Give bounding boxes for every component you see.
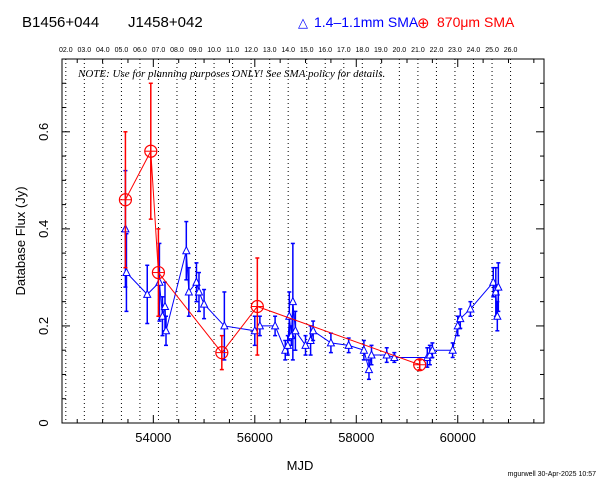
top-axis-tick-label: 05.0 (115, 47, 129, 54)
data-point-triangle (181, 245, 191, 255)
legend: △ 1.4–1.1mm SMA ⊕ 870μm SMA (298, 14, 515, 32)
data-point-triangle (453, 320, 463, 330)
y-tick-label: 0.4 (36, 220, 51, 238)
data-point-triangle (491, 286, 501, 296)
data-point-triangle (288, 296, 298, 306)
planning-note: NOTE: Use for planning purposes ONLY! Se… (77, 68, 385, 80)
x-axis-label: MJD (287, 458, 314, 473)
data-point-triangle (390, 352, 399, 361)
year-gridlines (65, 59, 512, 423)
top-axis-tick-label: 24.0 (467, 47, 481, 54)
data-point-triangle (192, 277, 201, 286)
data-point-triangle (326, 337, 336, 347)
data-point-triangle (160, 301, 170, 311)
legend-label-submm: 870μm SMA (437, 14, 515, 30)
data-point-triangle (142, 289, 152, 298)
data-point-triangle (270, 320, 280, 330)
data-point-triangle (184, 286, 194, 296)
x-tick-label: 56000 (237, 430, 273, 445)
legend-marker-triangle-icon: △ (298, 15, 308, 30)
x-tick-label: 58000 (338, 430, 374, 445)
top-axis-tick-label: 08.0 (170, 47, 184, 54)
data-point-triangle (255, 320, 265, 330)
data-point-triangle (122, 267, 131, 277)
data-point-triangle (493, 311, 502, 320)
series-mm (121, 169, 503, 381)
data-point-triangle (359, 345, 369, 354)
data-point-triangle (194, 286, 204, 296)
top-axis-tick-label: 02.0 (59, 47, 73, 54)
data-point-triangle (308, 325, 318, 335)
data-point-triangle (364, 364, 374, 374)
top-axis-tick-label: 03.0 (78, 47, 92, 54)
y-axis-label: Database Flux (Jy) (13, 186, 28, 295)
top-axis-tick-label: 06.0 (133, 47, 147, 54)
top-axis-tick-label: 04.0 (96, 47, 110, 54)
y-tick-label: 0.6 (36, 123, 51, 141)
legend-label-mm: 1.4–1.1mm SMA (314, 14, 419, 30)
data-point-triangle (301, 340, 310, 349)
y-tick-label: 0.2 (36, 317, 51, 335)
top-axis-tick-label: 11.0 (226, 47, 239, 54)
top-axis-tick-label: 26.0 (504, 47, 518, 54)
data-point-triangle (161, 325, 171, 335)
data-point-triangle (455, 313, 465, 323)
top-axis-tick-label: 23.0 (448, 47, 462, 54)
series-line (124, 149, 420, 366)
top-axis-tick-label: 09.0 (189, 47, 203, 54)
top-axis-tick-label: 25.0 (485, 47, 499, 54)
x-tick-label: 54000 (135, 430, 171, 445)
top-axis-tick-label: 13.0 (263, 47, 277, 54)
y-tick-label: 0 (36, 419, 51, 426)
data-point-triangle (291, 325, 300, 335)
axes: 54000 56000 58000 60000 0 0.2 0.4 0.6 (36, 59, 544, 445)
plot-frame (61, 58, 545, 424)
data-point-triangle (488, 277, 498, 286)
top-axis-tick-label: 17.0 (337, 47, 351, 54)
data-point-triangle (155, 277, 164, 286)
top-axis-tick-label: 18.0 (355, 47, 369, 54)
top-axis-tick-label: 19.0 (374, 47, 388, 54)
data-point-triangle (425, 349, 435, 359)
top-axis-tick-label: 12.0 (244, 47, 258, 54)
series-submm (118, 82, 427, 372)
top-axis: 02.0 03.0 04.0 05.0 06.0 07.0 08.0 09.0 10.0 11.0… (59, 47, 517, 54)
source-name-label: B1456+044 (22, 14, 99, 31)
data-point-triangle (220, 320, 229, 330)
data-point-triangle (494, 281, 503, 291)
data-point-triangle (382, 349, 392, 359)
data-point-triangle (466, 303, 475, 313)
series-line (124, 228, 499, 370)
top-axis-tick-label: 20.0 (393, 47, 407, 54)
x-tick-label: 60000 (440, 430, 476, 445)
legend-marker-circle-plus-icon: ⊕ (417, 15, 430, 32)
top-axis-tick-label: 22.0 (430, 47, 444, 54)
data-point-triangle (428, 345, 437, 354)
data-point-triangle (367, 349, 376, 359)
footer-credit: mgurwell 30-Apr-2025 10:57 (508, 471, 596, 478)
data-point-triangle (250, 325, 260, 335)
top-axis-tick-label: 21.0 (411, 47, 425, 54)
top-axis-tick-label: 15.0 (300, 47, 314, 54)
data-point-triangle (280, 345, 290, 354)
data-point-triangle (199, 298, 209, 308)
data-point-triangle (344, 340, 353, 349)
source-alias-label: J1458+042 (128, 14, 203, 31)
data-point-triangle (448, 345, 457, 354)
top-axis-tick-label: 07.0 (152, 47, 166, 54)
top-axis-tick-label: 16.0 (318, 47, 332, 54)
top-axis-tick-label: 14.0 (281, 47, 295, 54)
top-axis-tick-label: 10.0 (207, 47, 221, 54)
